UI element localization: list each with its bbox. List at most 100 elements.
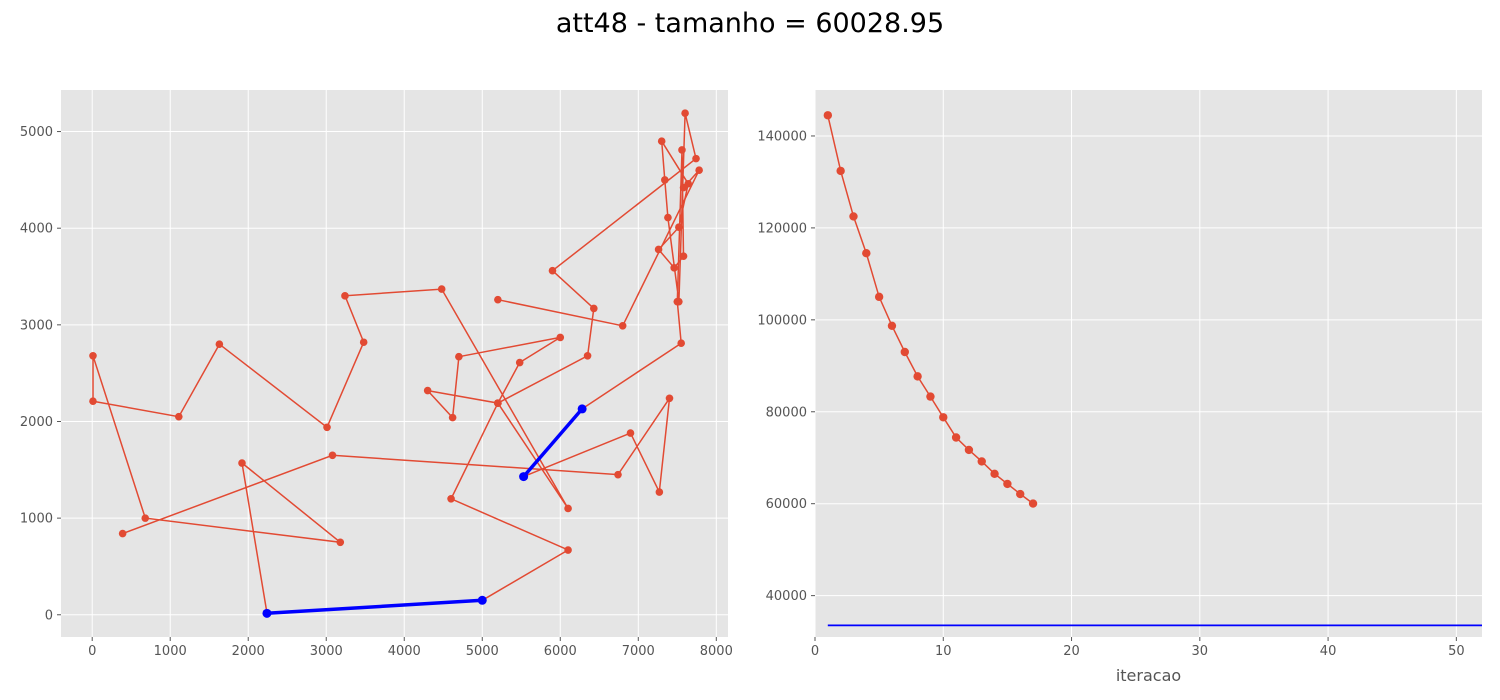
plot-area (815, 90, 1482, 637)
city-point (323, 423, 331, 432)
highlighted-city-point (519, 472, 529, 482)
y-tick-label: 120000 (757, 221, 807, 236)
city-point (679, 183, 688, 192)
x-tick-label: 6000 (544, 644, 577, 659)
y-tick-label: 4000 (20, 222, 53, 237)
tour-length-point (874, 292, 884, 302)
city-point (556, 333, 565, 342)
x-tick-label: 0 (88, 644, 96, 659)
x-tick-label: 10 (935, 644, 952, 659)
y-tick-label: 80000 (766, 405, 807, 420)
tour-length-point (939, 413, 948, 422)
city-point (675, 223, 683, 232)
city-point (359, 338, 368, 347)
city-point (657, 137, 666, 146)
city-point (455, 352, 463, 361)
city-point (583, 351, 592, 360)
tour-length-point (913, 372, 922, 381)
city-point (238, 459, 246, 467)
city-point (655, 488, 664, 496)
tour-length-point (1016, 489, 1025, 499)
tour-length-point (990, 469, 999, 479)
city-point (678, 146, 686, 154)
city-point (677, 339, 685, 348)
city-point (695, 166, 703, 175)
city-point (665, 394, 674, 403)
city-point (89, 351, 97, 360)
city-point (681, 109, 689, 117)
highlighted-city-point (577, 404, 587, 414)
tour-length-point (951, 433, 961, 442)
y-tick-label: 60000 (766, 497, 807, 512)
city-point (328, 451, 337, 460)
y-tick-label: 5000 (20, 125, 53, 140)
tour-length-point (887, 321, 897, 331)
city-point (618, 322, 627, 330)
x-tick-label: 30 (1192, 644, 1209, 659)
x-tick-label: 1000 (154, 644, 187, 659)
highlighted-edge (522, 407, 584, 478)
plot-area (61, 90, 728, 637)
tour-length-point (964, 445, 974, 455)
y-tick-label: 3000 (20, 318, 53, 333)
highlighted-edge (266, 598, 483, 616)
x-tick-label: 40 (1320, 644, 1337, 659)
city-point (548, 266, 557, 275)
convergence-plot: 0 10 20 30 40 50 40000 60000 80000 100000 120000 14… (757, 90, 1482, 685)
city-point (215, 340, 224, 348)
y-tick-label: 2000 (20, 415, 53, 430)
y-tick-label: 0 (45, 608, 53, 623)
x-tick-label: 3000 (310, 644, 343, 659)
city-point (675, 297, 683, 306)
x-tick-label: 2000 (232, 644, 265, 659)
x-tick-label: 8000 (700, 644, 733, 659)
tour-length-point (900, 347, 909, 357)
tour-length-point (823, 111, 833, 120)
tour-length-point (836, 166, 845, 176)
y-tick-label: 140000 (757, 129, 807, 144)
y-tick-label: 40000 (766, 589, 807, 604)
y-tick-label: 1000 (20, 512, 53, 527)
city-point (494, 399, 502, 407)
city-point (437, 285, 446, 293)
city-point (654, 245, 663, 254)
city-point (89, 397, 97, 405)
tour-length-point (1003, 479, 1012, 489)
city-point (564, 546, 572, 554)
y-tick-label: 100000 (757, 313, 807, 328)
x-tick-label: 0 (811, 644, 819, 659)
city-point (341, 292, 349, 300)
highlighted-city-point (477, 595, 487, 605)
x-tick-label: 4000 (388, 644, 421, 659)
tour-length-point (926, 392, 935, 401)
city-point (141, 514, 150, 522)
tour-length-point (1028, 499, 1038, 508)
city-point (670, 264, 678, 272)
x-tick-label: 5000 (466, 644, 499, 659)
city-point (447, 495, 455, 503)
city-point (661, 176, 669, 184)
city-point (692, 154, 700, 163)
city-point (626, 429, 635, 437)
highlighted-city-point (262, 608, 272, 618)
city-point (448, 413, 457, 422)
city-point (590, 304, 598, 313)
city-point (664, 213, 672, 222)
tour-length-point (849, 212, 858, 221)
tour-length-point (977, 457, 986, 466)
city-point (118, 529, 127, 538)
city-point (174, 412, 183, 421)
city-point (336, 538, 345, 547)
figure-title: att48 - tamanho = 60028.95 (555, 8, 945, 39)
x-tick-label: 7000 (622, 644, 655, 659)
x-tick-label: 20 (1063, 644, 1080, 659)
city-point (679, 252, 688, 261)
city-point (614, 470, 622, 479)
city-point (564, 504, 572, 513)
city-point (515, 358, 524, 367)
x-axis-label: iteracao (1116, 666, 1181, 685)
tour-plot: 0 1000 2000 3000 4000 5000 6000 7000 8000 0 1000 20… (20, 90, 733, 659)
city-point (423, 386, 432, 395)
x-tick-label: 50 (1448, 644, 1465, 659)
